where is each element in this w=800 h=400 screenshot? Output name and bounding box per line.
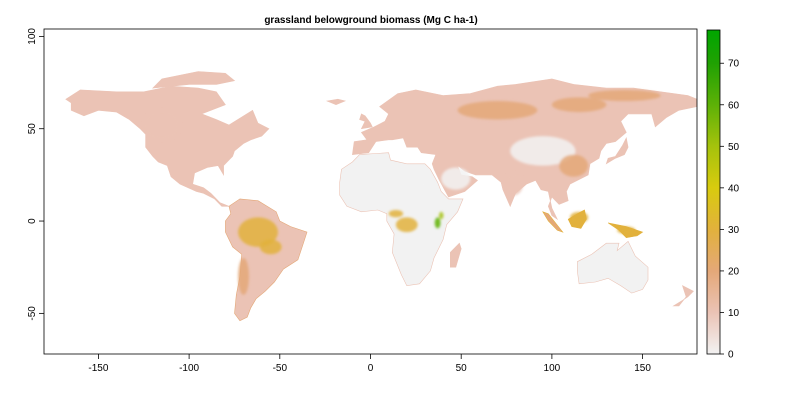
overlay-north-america-west [143,110,181,140]
land-great-britain [359,113,373,130]
y-tick-label: 100 [27,28,38,45]
legend-tick-label: 60 [728,100,740,111]
land-sumatra [542,211,564,233]
x-axis: -150 -100 -50 0 50 100 150 [88,354,651,374]
y-tick-label: -50 [27,306,38,321]
x-tick-label: 50 [456,363,468,374]
y-axis: -50 0 50 100 [27,28,44,321]
legend-tick-label: 30 [728,225,740,236]
overlay-southeast-asia [570,211,589,223]
land-arctic-islands [151,71,236,89]
x-tick-label: 150 [634,363,651,374]
land-japan [605,136,629,165]
x-tick-label: -100 [179,363,199,374]
overlay-arabia [441,167,471,190]
legend-ticks: 0 10 20 30 40 50 60 70 [720,59,740,361]
biomass-overlay-layer [143,89,661,295]
overlay-central-africa-north [388,209,404,218]
overlay-amazon-south [259,239,282,255]
overlay-new-guinea-core [617,226,636,234]
land-north-america [65,85,270,207]
overlay-siberia-west [457,101,538,120]
legend-tick-label: 40 [728,183,740,194]
overlay-china-east [559,154,589,177]
overlay-amazon [238,217,278,247]
y-tick-label: 0 [27,218,38,224]
legend-tick-label: 10 [728,308,740,319]
overlay-andes [238,257,249,295]
legend-tick-label: 0 [728,350,734,361]
overlay-east-africa-highlands-2 [439,211,444,220]
overlay-siberia-east [551,97,607,113]
overlay-east-africa-highlands [434,217,441,229]
overlay-central-africa [395,217,418,233]
overlay-siberia-north [588,89,661,102]
map-plot-area [65,71,697,322]
legend-tick-label: 20 [728,266,740,277]
overlay-sahara-arabia [348,163,429,198]
overlay-gobi-tibet [510,136,576,166]
x-tick-label: -150 [88,363,108,374]
land-south-america [225,198,308,322]
x-tick-label: 100 [544,363,561,374]
legend-tick-label: 50 [728,142,740,153]
x-tick-label: -50 [273,363,288,374]
x-tick-label: 0 [368,363,374,374]
overlay-india [504,173,523,196]
land-australia [577,240,649,294]
land-iceland [325,98,347,106]
y-tick-label: 50 [27,123,38,135]
legend-colorbar [706,29,721,355]
land-new-zealand [672,285,694,307]
color-legend: 0 10 20 30 40 50 60 70 [706,29,740,361]
legend-tick-label: 70 [728,59,740,70]
land-madagascar [450,242,462,268]
map-title: grassland belowground biomass (Mg C ha-1… [264,15,477,26]
